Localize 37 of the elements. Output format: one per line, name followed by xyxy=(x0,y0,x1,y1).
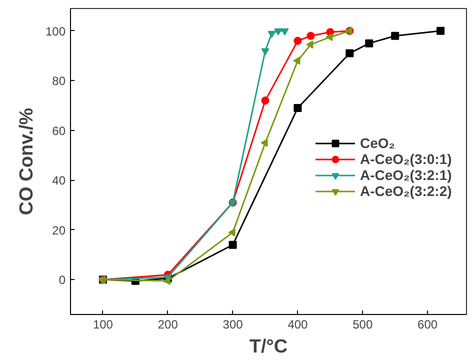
x-tick-label: 600 xyxy=(418,318,438,332)
y-tick-label: 60 xyxy=(52,124,66,138)
y-tick-label: 40 xyxy=(52,174,66,188)
x-tick-label: 100 xyxy=(92,318,114,332)
x-tick-label: 200 xyxy=(158,318,178,332)
legend-label: A-CeO₂(3:0:1) xyxy=(360,151,452,167)
point xyxy=(436,26,445,35)
point xyxy=(260,138,268,147)
point xyxy=(261,48,270,56)
y-tick-label: 80 xyxy=(52,74,66,88)
point xyxy=(306,32,315,40)
legend-label: CeO₂ xyxy=(360,135,396,151)
point xyxy=(294,104,302,112)
y-tick-label: 0 xyxy=(58,273,66,288)
point xyxy=(346,49,354,58)
point xyxy=(326,33,333,42)
point xyxy=(365,39,374,48)
point xyxy=(391,32,400,40)
y-tick-label: 20 xyxy=(52,223,66,238)
y-axis-title: CO Conv./% xyxy=(16,108,38,216)
x-axis-title: T/°C xyxy=(249,336,288,358)
point xyxy=(293,56,300,65)
point xyxy=(306,40,314,49)
x-tick-label: 400 xyxy=(288,318,308,332)
point xyxy=(163,276,170,285)
point xyxy=(228,228,236,236)
legend-label: A-CeO₂(3:2:1) xyxy=(360,167,452,183)
point xyxy=(274,28,282,36)
point xyxy=(268,30,276,38)
point xyxy=(280,28,289,36)
y-tick-label: 100 xyxy=(45,24,66,38)
legend-label: A-CeO₂(3:2:2) xyxy=(360,183,452,199)
x-tick-label: 300 xyxy=(222,318,244,332)
x-tick-label: 500 xyxy=(352,318,373,332)
point xyxy=(228,240,237,249)
point xyxy=(261,96,270,105)
point xyxy=(294,36,302,45)
